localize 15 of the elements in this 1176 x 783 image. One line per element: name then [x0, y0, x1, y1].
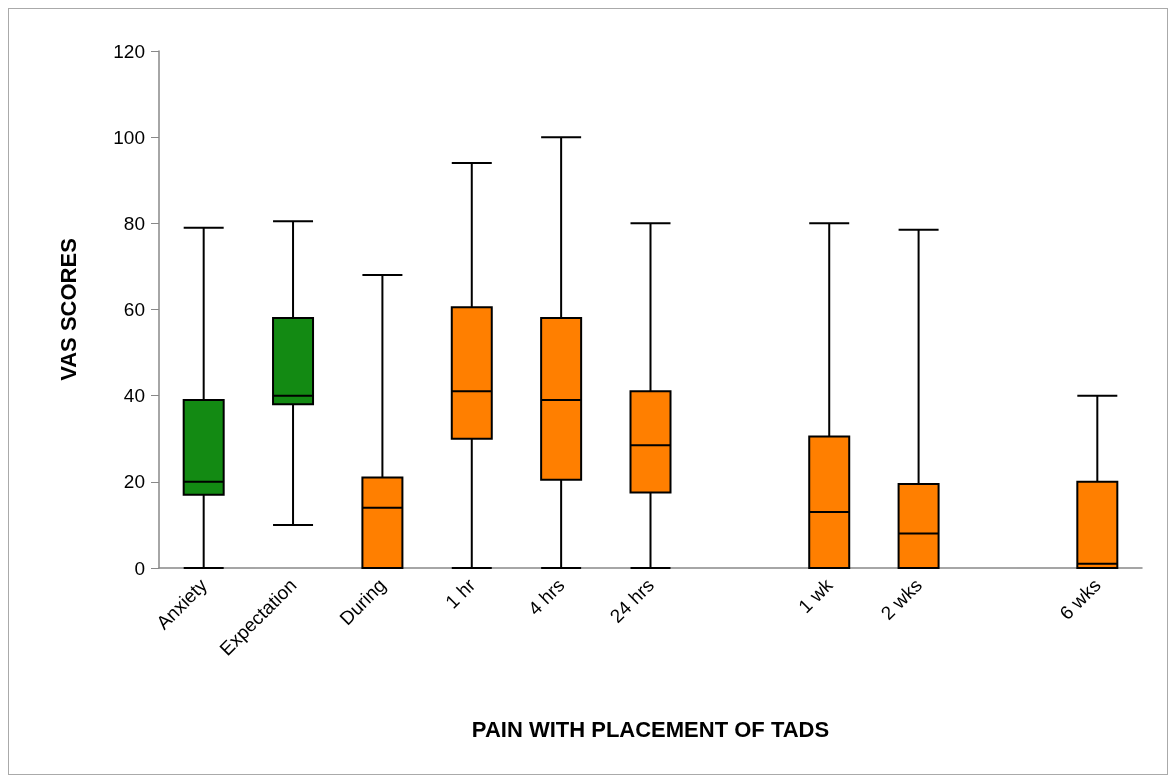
x-tick-label: 24 hrs: [605, 574, 658, 627]
y-tick-label: 120: [113, 40, 145, 62]
y-tick-label: 80: [123, 212, 145, 234]
x-axis-title: PAIN WITH PLACEMENT OF TADS: [471, 716, 830, 742]
x-tick-label: 6 wks: [1055, 574, 1105, 624]
y-axis-title: VAS SCORES: [55, 238, 81, 381]
x-tick-label: 4 hrs: [523, 574, 569, 620]
y-tick-label: 20: [123, 471, 145, 493]
x-tick-label: 1 wk: [794, 574, 837, 618]
x-tick-label: 2 wks: [876, 574, 927, 624]
y-tick-label: 0: [134, 557, 145, 579]
y-tick-label: 100: [113, 126, 145, 148]
x-tick-label: 1 hr: [441, 574, 480, 613]
y-tick-label: 40: [123, 385, 145, 407]
y-tick-label: 60: [123, 299, 145, 320]
